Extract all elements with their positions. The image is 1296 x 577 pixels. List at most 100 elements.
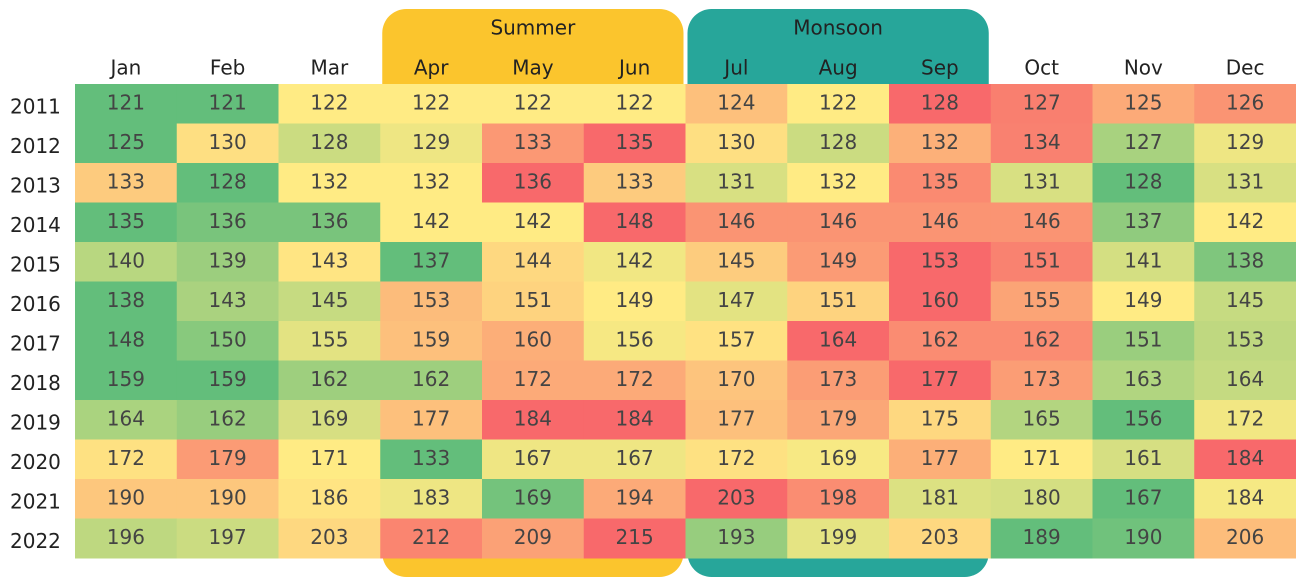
heatmap-cell <box>1092 321 1195 361</box>
row-header: 2015 <box>10 252 61 276</box>
cell-value: 167 <box>514 446 552 470</box>
column-header: Sep <box>921 56 959 80</box>
cell-value: 151 <box>819 288 857 312</box>
heatmap-cell <box>583 439 686 480</box>
heatmap-cell <box>990 479 1093 519</box>
cell-value: 132 <box>412 169 450 193</box>
cell-value: 190 <box>107 485 145 509</box>
cell-value: 167 <box>1124 485 1162 509</box>
heatmap-cell <box>278 400 381 440</box>
column-header: Jan <box>108 56 141 80</box>
heatmap-cell <box>176 202 279 243</box>
cell-value: 122 <box>819 90 857 114</box>
cell-value: 177 <box>717 406 755 430</box>
cell-value: 157 <box>717 327 755 351</box>
cell-value: 160 <box>921 288 959 312</box>
heatmap-cell <box>482 518 585 559</box>
heatmap-cell <box>482 281 585 322</box>
heatmap-cell <box>1092 479 1195 519</box>
column-header: Nov <box>1124 56 1163 80</box>
heatmap-cell <box>990 400 1093 440</box>
cell-value: 130 <box>717 130 755 154</box>
cell-value: 145 <box>717 248 755 272</box>
cell-value: 122 <box>412 90 450 114</box>
cell-value: 198 <box>819 485 857 509</box>
heatmap-cell <box>685 123 788 164</box>
cell-value: 156 <box>1124 406 1162 430</box>
cell-value: 172 <box>717 446 755 470</box>
season-label: Summer <box>490 16 576 40</box>
heatmap-cell <box>278 321 381 361</box>
heatmap-cell <box>685 360 788 401</box>
heatmap-cell <box>482 84 585 124</box>
cell-value: 162 <box>412 367 450 391</box>
cell-value: 179 <box>819 406 857 430</box>
cell-value: 139 <box>209 248 247 272</box>
cell-value: 169 <box>310 406 348 430</box>
heatmap-cell <box>1194 84 1296 124</box>
cell-value: 197 <box>209 525 247 549</box>
heatmap-cell <box>278 242 381 282</box>
cell-value: 133 <box>514 130 552 154</box>
cell-value: 177 <box>921 446 959 470</box>
heatmap-cell <box>990 360 1093 401</box>
cell-value: 146 <box>1023 209 1061 233</box>
heatmap-cell <box>787 439 890 480</box>
cell-value: 122 <box>616 90 654 114</box>
heatmap-cell <box>583 84 686 124</box>
cell-value: 203 <box>310 525 348 549</box>
cell-value: 142 <box>616 248 654 272</box>
cell-value: 128 <box>209 169 247 193</box>
column-header: Feb <box>210 56 245 80</box>
cell-value: 194 <box>616 485 654 509</box>
heatmap-cell <box>380 202 483 243</box>
heatmap-cell <box>380 321 483 361</box>
heatmap-cell <box>583 202 686 243</box>
cell-value: 136 <box>514 169 552 193</box>
heatmap-cell <box>990 321 1093 361</box>
heatmap-cell <box>176 321 279 361</box>
heatmap-cell <box>889 479 992 519</box>
cell-value: 135 <box>107 209 145 233</box>
cell-value: 142 <box>1226 209 1264 233</box>
cell-value: 175 <box>921 406 959 430</box>
heatmap-cell <box>75 439 178 480</box>
row-header: 2011 <box>10 94 61 118</box>
cell-value: 172 <box>616 367 654 391</box>
row-header: 2018 <box>10 371 61 395</box>
cell-value: 133 <box>107 169 145 193</box>
cell-value: 196 <box>107 525 145 549</box>
cell-value: 169 <box>819 446 857 470</box>
heatmap-cell <box>1194 321 1296 361</box>
heatmap-cell <box>176 479 279 519</box>
heatmap-cell <box>583 518 686 559</box>
heatmap-cell <box>278 479 381 519</box>
heatmap-cell <box>889 321 992 361</box>
cell-value: 142 <box>514 209 552 233</box>
heatmap-cell <box>380 518 483 559</box>
cell-value: 134 <box>1023 130 1061 154</box>
column-header: Jun <box>617 56 650 80</box>
cell-value: 131 <box>717 169 755 193</box>
heatmap-cell <box>380 281 483 322</box>
heatmap-cell <box>176 242 279 282</box>
cell-value: 212 <box>412 525 450 549</box>
cell-value: 180 <box>1023 485 1061 509</box>
heatmap-cell <box>1092 202 1195 243</box>
heatmap-cell <box>990 439 1093 480</box>
heatmap-cell <box>787 321 890 361</box>
heatmap-cell <box>482 439 585 480</box>
row-header: 2014 <box>10 213 61 237</box>
heatmap-cell <box>482 202 585 243</box>
cell-value: 133 <box>616 169 654 193</box>
heatmap-cell <box>583 360 686 401</box>
heatmap-cell <box>1092 400 1195 440</box>
heatmap-cell <box>990 84 1093 124</box>
heatmap-cell <box>685 321 788 361</box>
heatmap-cell <box>1194 400 1296 440</box>
heatmap-cell <box>583 123 686 164</box>
heatmap-cell <box>787 281 890 322</box>
cell-value: 138 <box>107 288 145 312</box>
heatmap-cell <box>278 163 381 203</box>
heatmap-cell <box>685 281 788 322</box>
